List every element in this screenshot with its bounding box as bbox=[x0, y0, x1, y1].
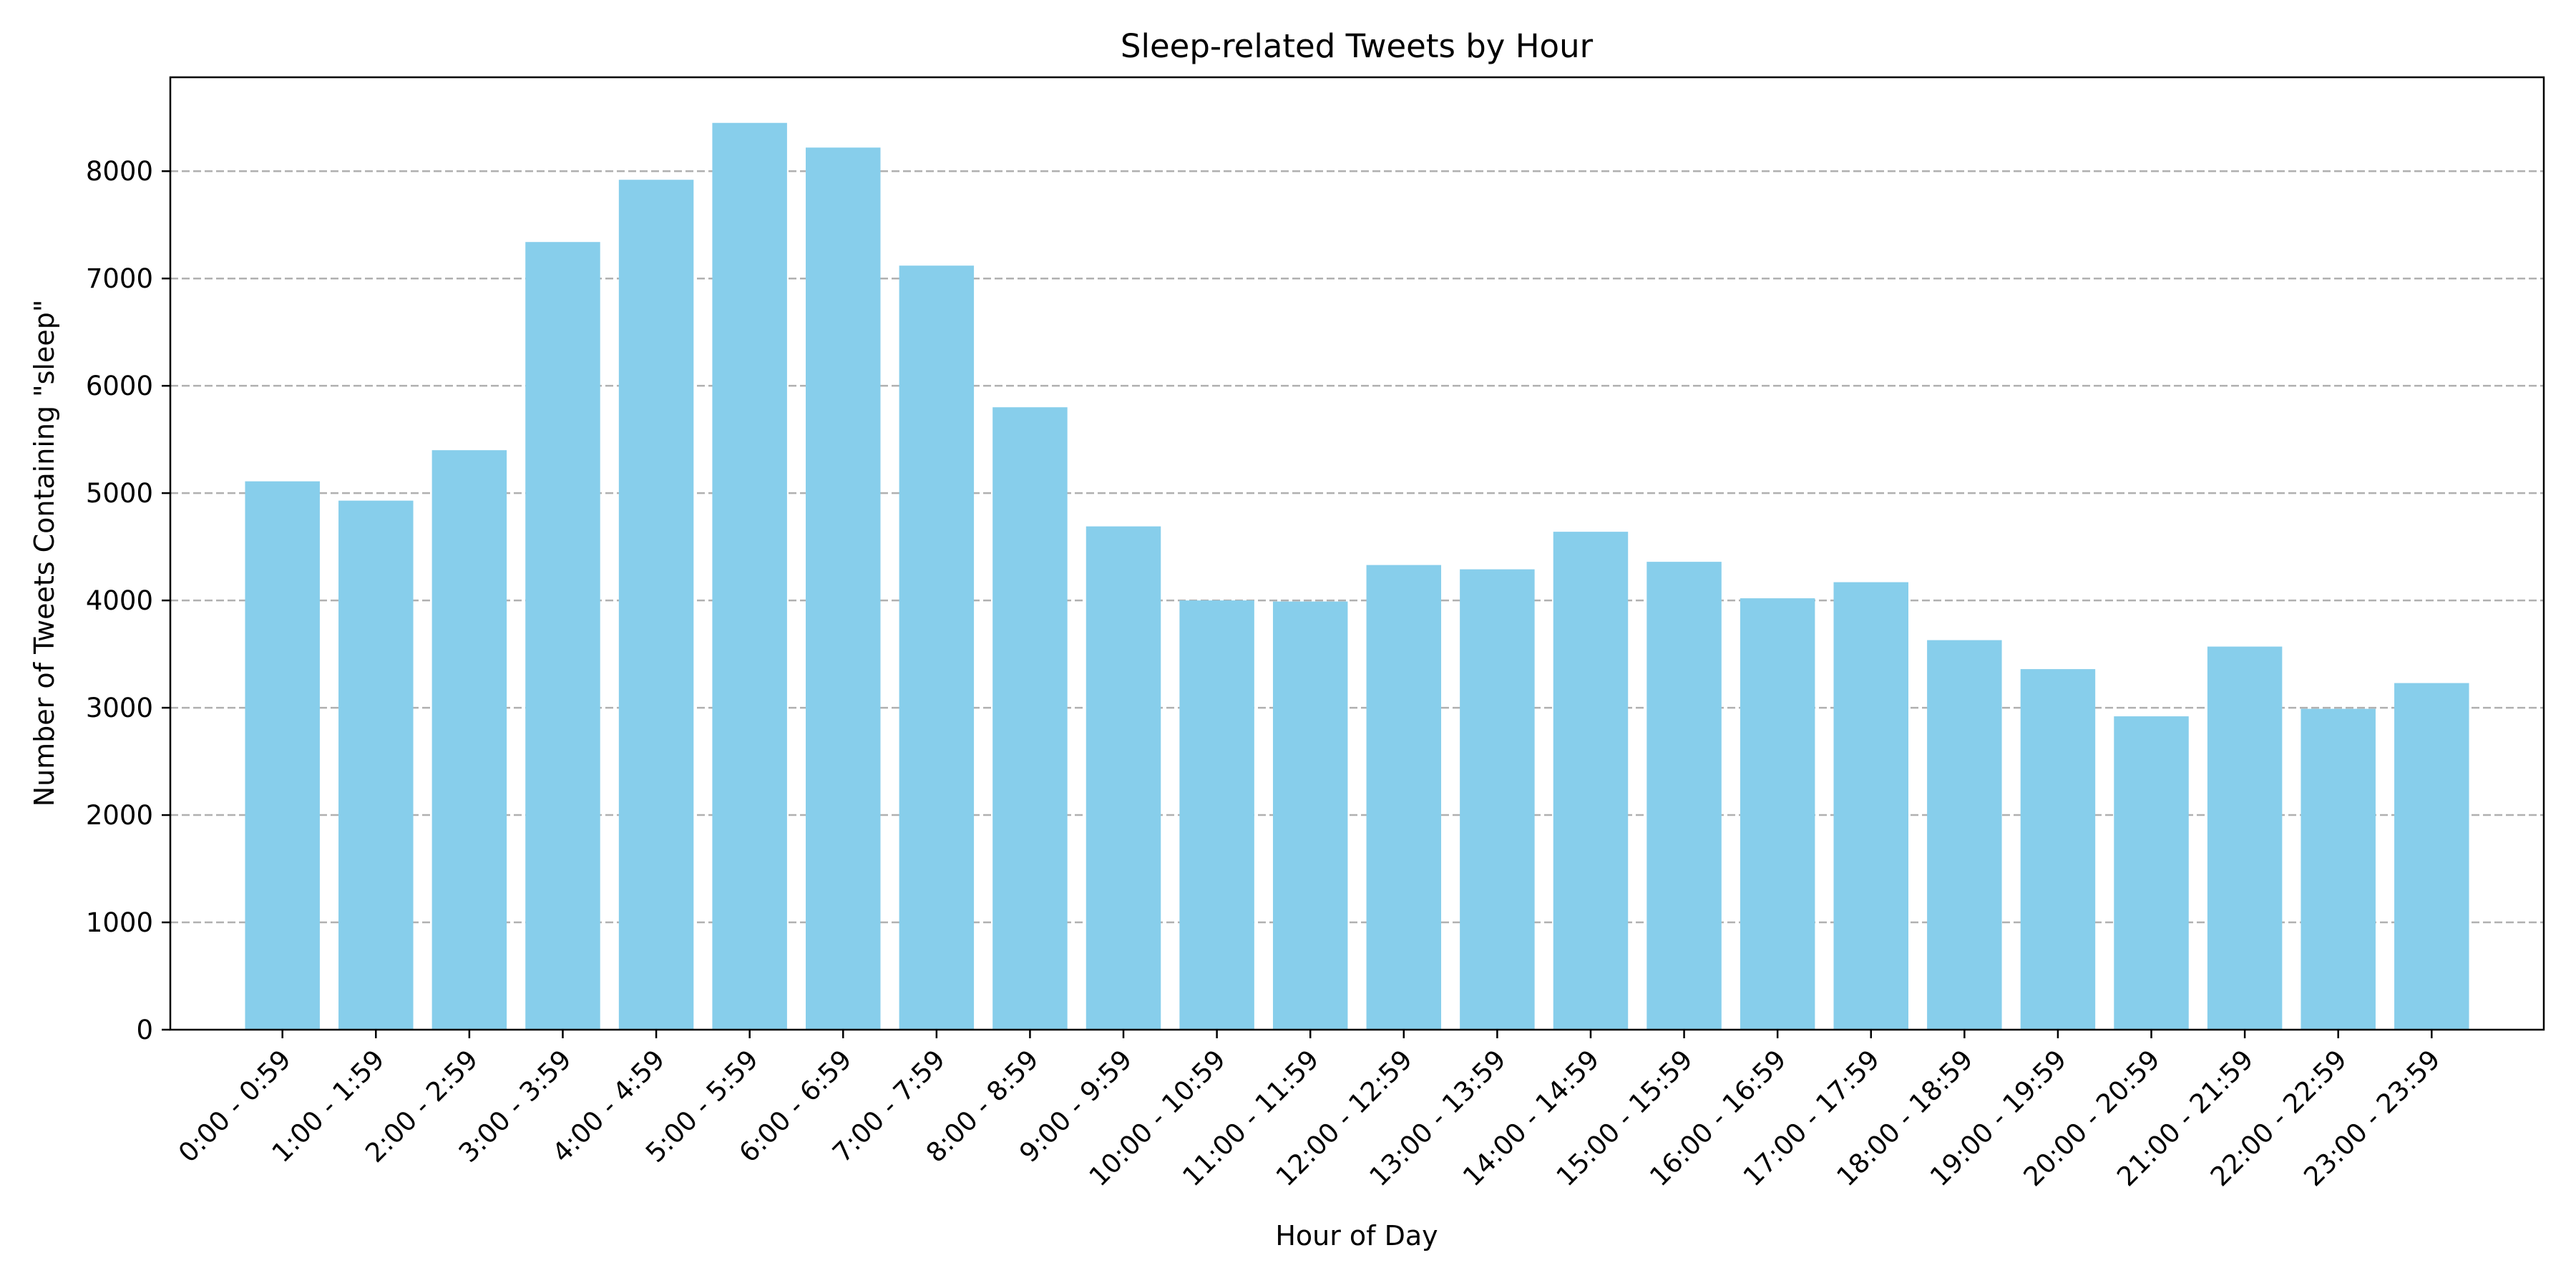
bar bbox=[618, 180, 694, 1030]
bar bbox=[1366, 565, 1442, 1030]
y-tick-label: 4000 bbox=[86, 585, 153, 616]
y-tick-label: 5000 bbox=[86, 478, 153, 509]
y-tick-label: 0 bbox=[136, 1015, 153, 1045]
bar bbox=[1646, 562, 1722, 1030]
bar bbox=[2114, 716, 2189, 1030]
y-axis-ticks: 0 1000 2000 3000 4000 5000 6000 7000 8000 bbox=[86, 156, 170, 1045]
y-tick-label: 2000 bbox=[86, 800, 153, 831]
bar bbox=[1272, 601, 1348, 1030]
bar bbox=[899, 265, 975, 1030]
bar bbox=[1085, 526, 1161, 1030]
bar bbox=[1833, 582, 1908, 1030]
bar bbox=[1179, 600, 1254, 1030]
bar bbox=[2207, 646, 2283, 1030]
x-axis-label: Hour of Day bbox=[1275, 1220, 1438, 1252]
bar bbox=[992, 407, 1068, 1030]
bar bbox=[338, 500, 414, 1030]
bar bbox=[1927, 640, 2002, 1030]
y-axis-label: Number of Tweets Containing "sleep" bbox=[29, 300, 60, 807]
bar bbox=[1553, 532, 1629, 1030]
bar bbox=[1740, 598, 1815, 1030]
bar bbox=[245, 481, 320, 1030]
chart-title: Sleep-related Tweets by Hour bbox=[1121, 27, 1594, 65]
y-tick-label: 3000 bbox=[86, 693, 153, 723]
bar bbox=[712, 122, 787, 1030]
bar bbox=[2020, 669, 2096, 1030]
bar bbox=[525, 242, 600, 1030]
y-tick-label: 7000 bbox=[86, 263, 153, 294]
y-tick-label: 8000 bbox=[86, 156, 153, 187]
bar bbox=[806, 147, 881, 1030]
bar bbox=[1460, 569, 1535, 1030]
bar bbox=[2394, 683, 2469, 1030]
plot-frame bbox=[169, 76, 2545, 1031]
bar bbox=[431, 450, 507, 1030]
y-tick-label: 6000 bbox=[86, 371, 153, 401]
y-tick-label: 1000 bbox=[86, 907, 153, 938]
x-axis-ticks: 0:00 - 0:591:00 - 1:592:00 - 2:593:00 - … bbox=[172, 1030, 2446, 1192]
bars bbox=[245, 122, 2469, 1030]
bar bbox=[2301, 708, 2376, 1030]
